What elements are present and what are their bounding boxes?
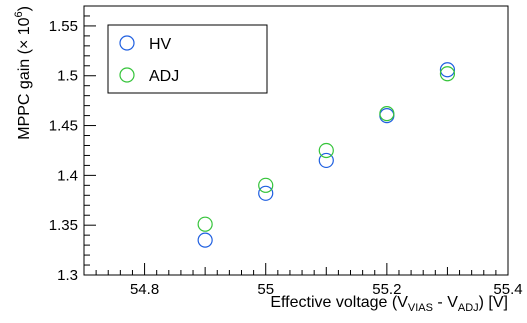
x-tick-label: 55 [257, 281, 274, 298]
data-point-adj [379, 105, 395, 122]
y-tick-label: 1.3 [57, 267, 78, 284]
data-point-adj [197, 216, 213, 232]
x-axis: 54.8 55 55.2 55.4 [83, 263, 523, 298]
y-tick-label: 1.55 [49, 18, 78, 35]
legend-label-adj: ADJ [149, 68, 179, 85]
data-point-hv [318, 152, 334, 169]
x-axis-title: Effective voltage (VVIAS - VADJ) [V] [270, 294, 508, 314]
x-tick-label: 54.8 [130, 281, 159, 298]
y-tick-label: 1.35 [49, 217, 78, 234]
y-tick-label: 1.45 [49, 118, 78, 135]
data-point-hv [258, 185, 274, 201]
data-point-adj [439, 66, 456, 82]
legend-label-hv: HV [149, 36, 172, 53]
y-tick-label: 1.5 [57, 68, 78, 85]
legend-box [107, 24, 268, 94]
data-point-hv [439, 62, 456, 78]
data-point-adj [318, 142, 334, 159]
y-axis: 1.3 1.35 1.4 1.45 1.5 1.55 [49, 5, 96, 284]
x-tick-label: 55.4 [493, 281, 522, 298]
x-tick-label: 55.2 [372, 281, 401, 298]
plot-frame [83, 5, 509, 276]
legend: HV ADJ [107, 24, 268, 94]
y-tick-label: 1.4 [57, 167, 78, 184]
legend-marker-adj [119, 67, 135, 83]
legend-marker-hv [119, 35, 135, 51]
y-axis-title: MPPC gain (× 106) [13, 6, 33, 140]
data-points [197, 62, 456, 248]
data-point-hv [197, 232, 213, 248]
data-point-adj [258, 177, 274, 193]
